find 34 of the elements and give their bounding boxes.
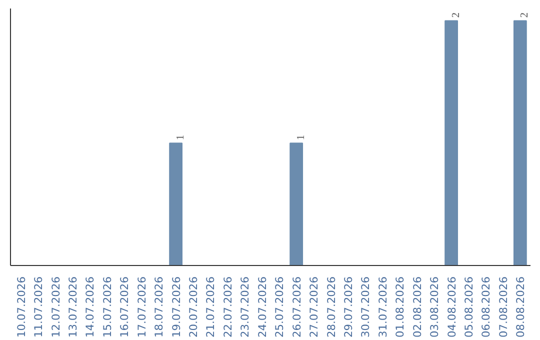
data-label: 2 bbox=[450, 12, 462, 18]
x-tick-label: 23.07.2026 bbox=[238, 276, 252, 338]
x-tick-label: 26.07.2026 bbox=[290, 276, 304, 338]
x-tick-label: 17.07.2026 bbox=[135, 276, 148, 338]
x-tick-label: 12.07.2026 bbox=[49, 276, 62, 338]
x-tick-label: 03.08.2026 bbox=[428, 276, 442, 338]
x-tick-label: 02.08.2026 bbox=[410, 276, 424, 338]
x-tick-label: 29.07.2026 bbox=[342, 276, 355, 338]
x-tick-label: 28.07.2026 bbox=[324, 276, 338, 338]
x-tick-label: 11.07.2026 bbox=[32, 276, 46, 338]
x-tick-label: 18.07.2026 bbox=[152, 276, 166, 338]
x-tick-label: 20.07.2026 bbox=[187, 276, 200, 338]
x-tick-label: 08.08.2026 bbox=[514, 276, 528, 338]
x-tick-label: 10.07.2026 bbox=[14, 276, 28, 338]
x-tick-label: 21.07.2026 bbox=[204, 276, 218, 338]
x-tick-label: 31.07.2026 bbox=[376, 276, 390, 338]
x-tick-label: 13.07.2026 bbox=[66, 276, 80, 338]
x-tick-label: 19.07.2026 bbox=[170, 276, 183, 338]
data-label: 2 bbox=[520, 12, 531, 18]
x-tick-label: 22.07.2026 bbox=[221, 276, 234, 338]
x-tick-label: 24.07.2026 bbox=[256, 276, 269, 338]
x-tick-label: 07.08.2026 bbox=[496, 276, 510, 338]
data-label: 1 bbox=[296, 134, 307, 140]
x-tick-label: 15.07.2026 bbox=[100, 276, 114, 338]
x-tick-label: 14.07.2026 bbox=[84, 276, 97, 338]
x-tick-label: 05.08.2026 bbox=[462, 276, 476, 338]
x-tick-label: 27.07.2026 bbox=[308, 276, 321, 338]
x-tick-label: 30.07.2026 bbox=[359, 276, 372, 338]
x-tick-label: 25.07.2026 bbox=[273, 276, 286, 338]
x-tick-label: 04.08.2026 bbox=[445, 276, 458, 338]
x-tick-label: 01.08.2026 bbox=[394, 276, 407, 338]
data-label: 1 bbox=[175, 134, 186, 140]
x-tick-label: 16.07.2026 bbox=[118, 276, 132, 338]
x-tick-label: 06.08.2026 bbox=[480, 276, 493, 338]
